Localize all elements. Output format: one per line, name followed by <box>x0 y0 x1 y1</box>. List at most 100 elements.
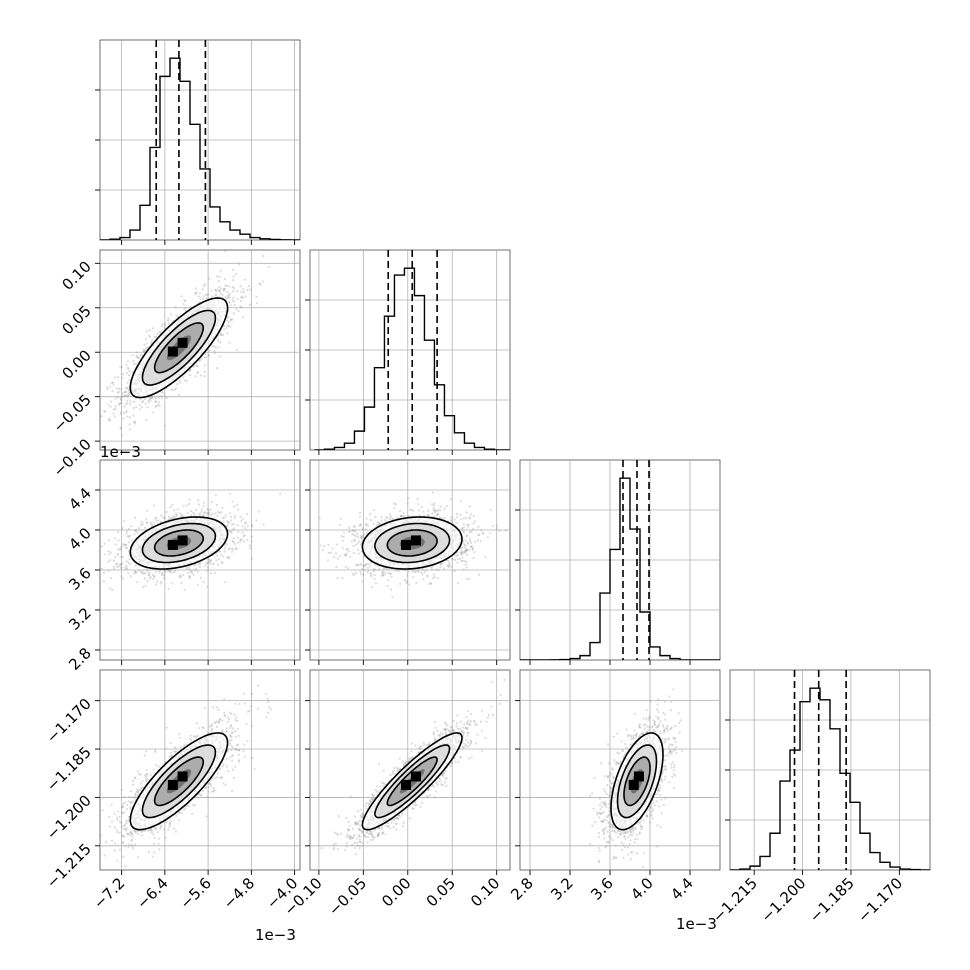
scatter-point <box>363 568 366 572</box>
scatter-point <box>223 287 226 290</box>
scatter-point <box>223 328 226 331</box>
scatter-point <box>227 316 230 319</box>
scatter-point <box>231 299 234 302</box>
y-tick-label: 3.2 <box>65 604 95 634</box>
scatter-point <box>113 415 117 418</box>
scatter-point <box>215 503 219 507</box>
scatter-point <box>232 540 235 544</box>
scatter-point <box>484 556 487 559</box>
scatter-point <box>119 547 122 550</box>
scatter-point <box>128 423 131 426</box>
scatter-point <box>261 280 264 283</box>
scatter-point <box>224 581 227 584</box>
scatter-point <box>339 517 342 520</box>
scatter-point <box>120 545 123 548</box>
scatter-point <box>217 346 221 349</box>
scatter-point <box>119 427 122 430</box>
scatter-point <box>181 515 184 518</box>
scatter-point <box>433 510 437 514</box>
scatter-point <box>399 582 402 585</box>
scatter-point <box>158 330 161 333</box>
scatter-point <box>218 512 221 515</box>
scatter-point <box>166 569 169 572</box>
scatter-point <box>160 397 164 400</box>
scatter-point <box>141 522 144 526</box>
scatter-point <box>167 515 171 518</box>
scatter-point <box>127 541 130 544</box>
scatter-point <box>343 553 346 556</box>
scatter-point <box>153 575 156 578</box>
scatter-point <box>370 575 373 578</box>
scatter-point <box>116 376 120 379</box>
density-peak <box>167 346 178 357</box>
y-tick-label: 4.4 <box>65 484 95 514</box>
scatter-point <box>258 282 261 285</box>
scatter-point <box>155 335 158 338</box>
scatter-point <box>221 293 224 297</box>
scatter-point <box>138 403 141 407</box>
scatter-point <box>116 552 119 556</box>
scatter-point <box>202 512 206 515</box>
scatter-point <box>397 569 400 573</box>
scatter-point <box>448 563 452 567</box>
scatter-point <box>233 303 236 307</box>
scatter-point <box>469 545 472 548</box>
scatter-point <box>373 577 376 580</box>
scatter-point <box>180 513 184 517</box>
scatter-point <box>160 325 163 328</box>
scatter-point <box>125 530 129 533</box>
density-peak <box>167 539 178 550</box>
scatter-point <box>216 563 219 566</box>
scatter-point <box>161 571 164 574</box>
scatter-point <box>120 411 123 414</box>
scatter-point <box>189 570 192 573</box>
scatter-point <box>462 542 465 545</box>
density-core <box>167 535 188 550</box>
scatter-point <box>359 511 362 514</box>
scatter-point <box>221 561 224 565</box>
scatter-point <box>149 521 152 524</box>
scatter-point <box>142 349 145 353</box>
scatter-point <box>196 583 199 586</box>
scatter-point <box>178 574 182 577</box>
scatter-point <box>121 373 125 376</box>
histogram-step-0 <box>100 57 300 240</box>
scatter-point <box>471 527 475 531</box>
scatter-point <box>160 514 163 517</box>
density-core <box>167 337 188 357</box>
scatter-point <box>471 548 474 551</box>
scatter-point <box>141 572 144 575</box>
scatter-point <box>121 527 124 531</box>
scatter-point <box>192 365 195 368</box>
scatter-point <box>232 279 235 282</box>
scatter-point <box>163 424 166 427</box>
scatter-point <box>126 395 129 398</box>
scatter-point <box>418 514 421 517</box>
scatter-point <box>346 548 349 551</box>
scatter-point <box>380 515 383 519</box>
scatter-point <box>219 269 223 272</box>
scatter-point <box>100 545 103 548</box>
scatter-point <box>217 280 220 283</box>
scatter-point <box>244 526 247 530</box>
scatter-point <box>197 503 201 506</box>
scatter-point <box>127 528 130 531</box>
scatter-point <box>255 519 258 522</box>
scatter-point <box>199 562 202 565</box>
scatter-point <box>360 537 363 540</box>
scatter-point <box>176 513 179 517</box>
scatter-point <box>504 529 507 532</box>
scatter-point <box>144 526 147 529</box>
scatter-point <box>466 541 469 544</box>
scatter-point <box>136 356 139 359</box>
scatter-point <box>387 578 390 582</box>
scatter-point <box>144 584 147 587</box>
scatter-point <box>155 400 158 403</box>
scatter-point <box>203 375 206 378</box>
scatter-point <box>123 395 126 398</box>
scatter-point <box>406 574 409 577</box>
scatter-point <box>125 386 129 390</box>
scatter-point <box>361 528 364 531</box>
scatter-point <box>352 544 355 547</box>
